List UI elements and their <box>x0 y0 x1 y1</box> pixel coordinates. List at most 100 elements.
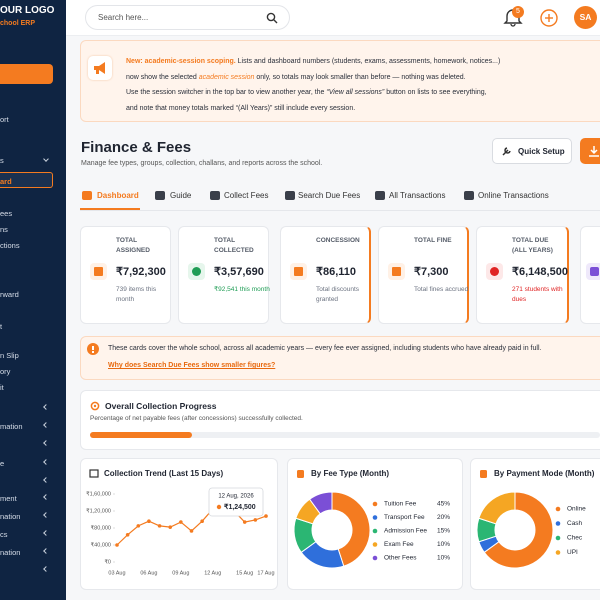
stat-icon-glyph <box>392 267 401 276</box>
trend-card <box>80 458 278 590</box>
menu-item[interactable]: ctions <box>0 241 20 250</box>
tab-underline <box>80 208 140 210</box>
progress-track <box>90 432 600 438</box>
legend-label: Cash <box>567 520 583 527</box>
menu-item[interactable]: ment <box>0 494 17 503</box>
stat-icon <box>188 263 205 280</box>
tab[interactable]: All Transactions <box>389 191 446 200</box>
fee-type-card <box>287 458 463 590</box>
progress-icon <box>90 401 100 411</box>
stat-value: ₹7,92,300 <box>116 266 166 278</box>
search-box[interactable]: Search here... <box>85 5 290 30</box>
x-tick-label: 12 Aug <box>204 570 221 576</box>
tab-icon <box>82 191 92 200</box>
legend-label: Exam Fee <box>384 541 414 548</box>
title-icon <box>297 470 304 478</box>
donut-slice <box>483 491 554 569</box>
tab[interactable]: Online Transactions <box>478 191 549 200</box>
info-text: These cards cover the whole school, acro… <box>108 345 542 352</box>
search-icon <box>266 12 278 24</box>
menu-item[interactable]: mation <box>0 422 23 431</box>
legend-dot <box>555 506 561 512</box>
quick-setup-button[interactable]: Quick Setup <box>492 138 572 164</box>
primary-button[interactable] <box>580 138 600 164</box>
legend-dot <box>555 521 561 526</box>
tab-icon <box>375 191 385 200</box>
notice-emphasis: “View all sessions” <box>326 89 385 96</box>
legend-label: Online <box>567 506 586 513</box>
menu-item[interactable]: nation <box>0 512 21 521</box>
y-tick-label: ₹40,000 <box>91 541 111 548</box>
notice-line: now show the selected <box>126 73 197 81</box>
chart-title: By Payment Mode (Month) <box>494 469 595 478</box>
donut-slice <box>308 491 333 515</box>
active-submenu[interactable] <box>0 172 53 188</box>
trend-point <box>264 514 268 518</box>
trend-point <box>168 525 173 529</box>
legend-value: 10% <box>437 555 450 562</box>
menu-item[interactable]: s <box>0 156 4 165</box>
tab[interactable]: Dashboard <box>97 191 139 200</box>
stat-icon <box>290 263 307 280</box>
menu-item[interactable]: n Slip <box>0 351 19 360</box>
legend-value: 45% <box>437 501 450 508</box>
legend-label: Tuition Fee <box>384 501 417 508</box>
notice-line: and note that money totals marked “(All … <box>126 104 356 112</box>
legend-dot <box>555 550 561 555</box>
x-tick-label: 03 Aug <box>108 570 125 576</box>
stat-icon-glyph <box>94 267 103 276</box>
tab[interactable]: Search Due Fees <box>298 191 361 200</box>
trend-point <box>200 519 204 523</box>
stat-note: Total fines accrued <box>414 286 469 293</box>
menu-item[interactable]: nation <box>0 548 21 557</box>
stat-label: TOTAL FINE <box>414 237 452 244</box>
donut-slice <box>331 491 371 567</box>
menu-item[interactable]: cs <box>0 530 8 539</box>
menu-item[interactable]: ort <box>0 115 9 124</box>
menu-item[interactable]: it <box>0 383 4 392</box>
tab[interactable]: Collect Fees <box>224 191 269 200</box>
legend-label: Transport Fee <box>384 514 425 521</box>
trend-point <box>242 520 247 524</box>
notice-text: New: academic-session scoping. Lists and… <box>126 54 500 116</box>
active-menu[interactable] <box>0 64 53 84</box>
tab[interactable]: Guide <box>170 191 192 200</box>
menu-item[interactable]: ard <box>0 177 12 186</box>
notice-line: Lists and dashboard numbers (students, e… <box>237 58 501 65</box>
legend-dot <box>372 501 378 507</box>
tooltip <box>208 487 264 517</box>
menu-item[interactable]: t <box>0 322 3 331</box>
notice-highlight: New: academic-session scoping. <box>126 58 236 65</box>
notice-emphasis: academic session <box>198 73 255 81</box>
wrench-icon <box>502 147 511 156</box>
x-tick-label: 09 Aug <box>172 570 189 576</box>
stat-value: ₹6,148,500 <box>512 266 568 278</box>
tab-icon <box>464 191 474 200</box>
menu-item[interactable]: rward <box>0 290 19 299</box>
avatar[interactable]: SA <box>574 6 597 29</box>
stat-icon <box>90 263 107 280</box>
menu-item[interactable]: e <box>0 459 5 468</box>
trend-point <box>136 524 141 528</box>
legend-value: 20% <box>437 514 450 521</box>
info-link[interactable]: Why does Search Due Fees show smaller fi… <box>108 362 276 369</box>
menu-item[interactable]: ns <box>0 225 8 234</box>
tooltip-value: ₹1,24,500 <box>224 503 256 511</box>
notice-line: Use the session switcher in the top bar … <box>126 89 325 96</box>
menu-item[interactable]: ees <box>0 209 13 218</box>
x-tick-label: 15 Aug <box>236 570 253 576</box>
page-title: Finance & Fees <box>81 139 192 156</box>
stat-value: ₹86,110 <box>316 266 357 278</box>
stat-value: ₹7,300 <box>414 266 449 278</box>
stat-note: ₹92,541 this month <box>214 286 270 293</box>
legend-value: 10% <box>437 541 450 548</box>
sidebar: OUR LOGO chool ERP ort s ard ees ns ctions rwa… <box>0 0 66 600</box>
title-icon <box>89 469 99 478</box>
menu-item[interactable]: ory <box>0 367 11 376</box>
tooltip-dot <box>216 504 222 510</box>
notice-banner <box>80 40 600 122</box>
stat-icon <box>388 263 405 280</box>
add-button[interactable] <box>540 9 558 27</box>
legend-label: Chec <box>567 535 583 542</box>
x-tick-label: 06 Aug <box>140 570 157 576</box>
